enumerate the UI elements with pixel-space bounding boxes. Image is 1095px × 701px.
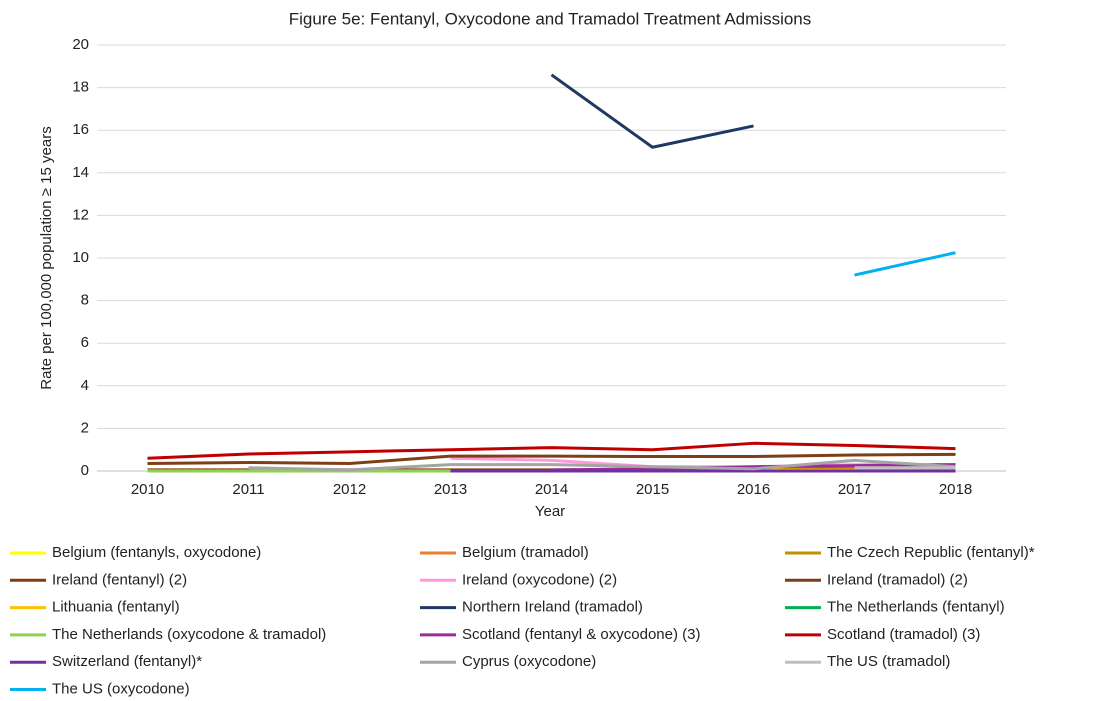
y-tick-label: 12 (72, 206, 89, 223)
y-tick-label: 14 (72, 164, 89, 181)
legend-label: Cyprus (oxycodone) (462, 653, 596, 670)
x-tick-label: 2014 (535, 481, 568, 498)
series-line (550, 73, 754, 149)
y-tick-label: 10 (72, 249, 89, 266)
y-tick-label: 4 (81, 377, 89, 394)
x-tick-label: 2012 (333, 481, 366, 498)
y-tick-label: 16 (72, 121, 89, 138)
x-tick-label: 2016 (737, 481, 770, 498)
legend-label: Belgium (fentanyls, oxycodone) (52, 544, 261, 561)
legend-label: Ireland (oxycodone) (2) (462, 571, 617, 588)
series-line (147, 452, 956, 466)
y-tick-label: 6 (81, 334, 89, 351)
y-axis-title: Rate per 100,000 population ≥ 15 years (38, 126, 55, 389)
x-tick-label: 2018 (939, 481, 972, 498)
y-tick-label: 8 (81, 292, 89, 309)
legend-label: Ireland (tramadol) (2) (827, 571, 968, 588)
legend-label: The Czech Republic (fentanyl)* (827, 544, 1035, 561)
legend-label: Switzerland (fentanyl)* (52, 653, 202, 670)
y-tick-label: 0 (81, 462, 89, 479)
legend-label: The Netherlands (fentanyl) (827, 599, 1005, 616)
legend-label: Belgium (tramadol) (462, 544, 589, 561)
y-tick-label: 18 (72, 79, 89, 96)
legend-label: Ireland (fentanyl) (2) (52, 571, 187, 588)
legend-label: The US (tramadol) (827, 653, 950, 670)
x-tick-label: 2010 (131, 481, 164, 498)
x-axis-title: Year (535, 503, 565, 520)
legend-label: The Netherlands (oxycodone & tramadol) (52, 626, 326, 643)
legend-label: The US (oxycodone) (52, 680, 190, 697)
series-line (551, 463, 956, 472)
chart-title: Figure 5e: Fentanyl, Oxycodone and Trama… (289, 9, 812, 28)
y-tick-label: 2 (81, 419, 89, 436)
legend-label: Scotland (fentanyl & oxycodone) (3) (462, 626, 700, 643)
legend-label: Lithuania (fentanyl) (52, 599, 180, 616)
legend-label: Northern Ireland (tramadol) (462, 599, 643, 616)
y-tick-label: 20 (72, 36, 89, 53)
legend-label: Scotland (tramadol) (3) (827, 626, 980, 643)
series-line (147, 441, 956, 460)
x-tick-label: 2017 (838, 481, 871, 498)
series-line (854, 251, 956, 277)
x-tick-label: 2011 (232, 481, 264, 498)
x-tick-label: 2015 (636, 481, 669, 498)
x-tick-label: 2013 (434, 481, 467, 498)
series-line (248, 458, 956, 472)
